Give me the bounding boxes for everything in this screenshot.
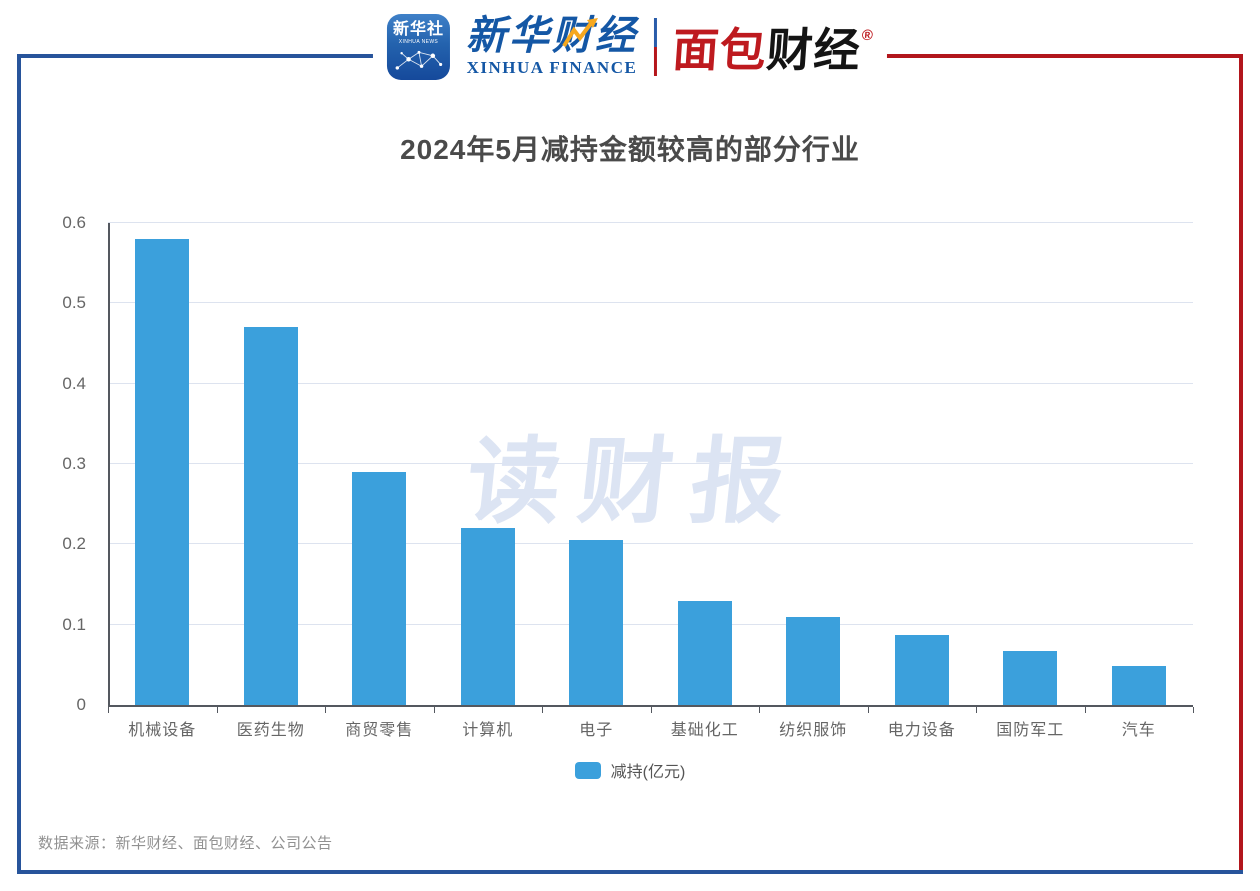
legend: 减持(亿元) <box>0 758 1260 782</box>
bar-机械设备 <box>135 239 190 705</box>
x-axis-tick <box>108 707 109 713</box>
bar-slot <box>325 223 434 705</box>
legend-swatch <box>574 761 601 779</box>
x-axis-tick <box>216 707 218 713</box>
gridline <box>108 463 1193 464</box>
gridline <box>108 623 1193 625</box>
x-axis-tick <box>1084 707 1086 713</box>
x-category-label: 电力设备 <box>887 722 956 739</box>
x-axis-tick <box>867 707 869 713</box>
x-category-label: 计算机 <box>462 722 514 739</box>
bar-slot <box>108 223 217 705</box>
gridline <box>108 382 1193 384</box>
bar-slot <box>1085 223 1194 705</box>
gridline <box>108 543 1193 545</box>
xinhua-finance-en: XINHUA FINANCE <box>466 58 638 77</box>
y-tick-label: 0.4 <box>62 373 86 393</box>
bar-slot <box>651 223 760 705</box>
bar-汽车 <box>1111 666 1166 705</box>
y-axis-line <box>108 223 110 705</box>
network-constellation-icon <box>395 50 442 70</box>
x-axis-tick <box>433 707 435 713</box>
bar-商贸零售 <box>352 472 407 705</box>
plot-area <box>108 222 1194 713</box>
xinhua-finance-cn: 新华财经 <box>465 14 638 58</box>
bar-医药生物 <box>243 327 298 705</box>
bar-纺织服饰 <box>786 616 841 705</box>
bar-计算机 <box>460 528 515 705</box>
legend-label: 减持(亿元) <box>610 764 686 781</box>
chart-title: 2024年5月减持金额较高的部分行业 <box>400 134 860 165</box>
bar-电子 <box>569 540 624 705</box>
bar-slot <box>542 223 651 705</box>
bar-slot <box>434 223 543 705</box>
x-category-label: 纺织服饰 <box>779 722 848 739</box>
data-source-note: 数据来源：新华财经、面包财经、公司公告 <box>38 835 333 852</box>
bread-finance-cn-black: 财经 <box>764 24 863 76</box>
x-axis-tick <box>759 707 760 713</box>
bread-finance-logo: 面包财经® <box>671 14 876 80</box>
frame-top-right-border <box>872 54 1243 58</box>
x-axis-ticks <box>108 705 1194 715</box>
bar-slot <box>217 223 326 705</box>
x-category-label: 汽车 <box>1121 722 1156 739</box>
gridline <box>108 222 1193 223</box>
bar-基础化工 <box>677 600 732 705</box>
registered-mark-icon: ® <box>861 27 875 44</box>
y-tick-label: 0.2 <box>62 534 86 554</box>
y-tick-label: 0 <box>76 695 86 714</box>
x-category-label: 基础化工 <box>670 722 739 739</box>
x-category-label: 国防军工 <box>996 722 1065 739</box>
bar-国防军工 <box>1003 651 1058 705</box>
frame-right-border <box>1239 54 1243 874</box>
bar-slot <box>759 223 868 705</box>
x-axis-tick <box>325 707 326 713</box>
y-tick-label: 0.6 <box>62 213 86 232</box>
x-axis-tick <box>650 707 652 713</box>
x-axis-labels: 机械设备 医药生物 商贸零售 计算机 电子 基础化工 纺织服饰 电力设备 国防军工 汽车 <box>108 716 1193 740</box>
x-category-label: 机械设备 <box>128 722 197 739</box>
app-icon-title: 新华社 <box>392 21 444 38</box>
frame-bottom-border <box>17 870 1243 874</box>
x-category-label: 商贸零售 <box>345 722 414 739</box>
y-tick-label: 0.1 <box>62 614 86 634</box>
x-category-label: 电子 <box>579 722 614 739</box>
xinhua-finance-logo: 新华财经 XINHUA FINANCE <box>466 16 638 78</box>
x-axis-tick <box>1193 707 1194 713</box>
frame-top-left-border <box>17 54 390 58</box>
gridline <box>108 302 1193 304</box>
bar-slots <box>108 223 1193 705</box>
bar-slot <box>868 223 977 705</box>
y-tick-label: 0.5 <box>62 293 86 313</box>
x-axis-tick <box>976 707 977 713</box>
bar-slot <box>976 223 1085 705</box>
bar-电力设备 <box>894 635 949 705</box>
y-axis-labels: 0 0.1 0.2 0.3 0.4 0.5 0.6 <box>0 213 86 714</box>
xinhua-news-app-icon: 新华社 XINHUA NEWS <box>386 14 450 80</box>
logo-divider <box>653 18 657 76</box>
bread-finance-cn-red: 面包 <box>670 24 769 76</box>
frame-left-border <box>17 54 21 874</box>
header: 新华社 XINHUA NEWS 新华财经 XI <box>372 6 888 88</box>
app-icon-subtitle: XINHUA NEWS <box>398 38 439 45</box>
x-axis-line <box>108 705 1193 707</box>
y-tick-label: 0.3 <box>62 454 86 473</box>
x-axis-tick <box>542 707 543 713</box>
x-category-label: 医药生物 <box>236 722 305 739</box>
